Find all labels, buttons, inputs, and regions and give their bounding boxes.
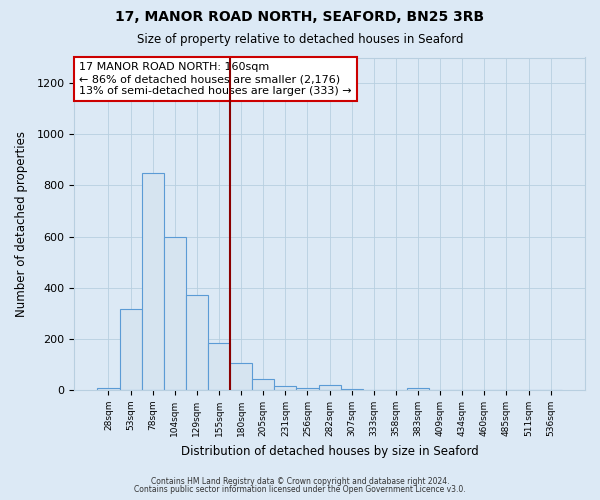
Y-axis label: Number of detached properties: Number of detached properties <box>15 131 28 317</box>
Bar <box>230 363 252 390</box>
Bar <box>142 172 164 390</box>
Bar <box>119 310 142 390</box>
Text: Size of property relative to detached houses in Seaford: Size of property relative to detached ho… <box>137 32 463 46</box>
Bar <box>341 389 363 390</box>
Bar <box>186 296 208 390</box>
Bar <box>164 236 186 390</box>
Bar <box>296 388 319 390</box>
Bar <box>97 388 119 390</box>
X-axis label: Distribution of detached houses by size in Seaford: Distribution of detached houses by size … <box>181 444 478 458</box>
Text: Contains public sector information licensed under the Open Government Licence v3: Contains public sector information licen… <box>134 485 466 494</box>
Text: Contains HM Land Registry data © Crown copyright and database right 2024.: Contains HM Land Registry data © Crown c… <box>151 477 449 486</box>
Bar <box>208 342 230 390</box>
Bar <box>319 385 341 390</box>
Text: 17, MANOR ROAD NORTH, SEAFORD, BN25 3RB: 17, MANOR ROAD NORTH, SEAFORD, BN25 3RB <box>115 10 485 24</box>
Text: 17 MANOR ROAD NORTH: 160sqm
← 86% of detached houses are smaller (2,176)
13% of : 17 MANOR ROAD NORTH: 160sqm ← 86% of det… <box>79 62 352 96</box>
Bar <box>274 386 296 390</box>
Bar <box>407 388 429 390</box>
Bar <box>252 378 274 390</box>
